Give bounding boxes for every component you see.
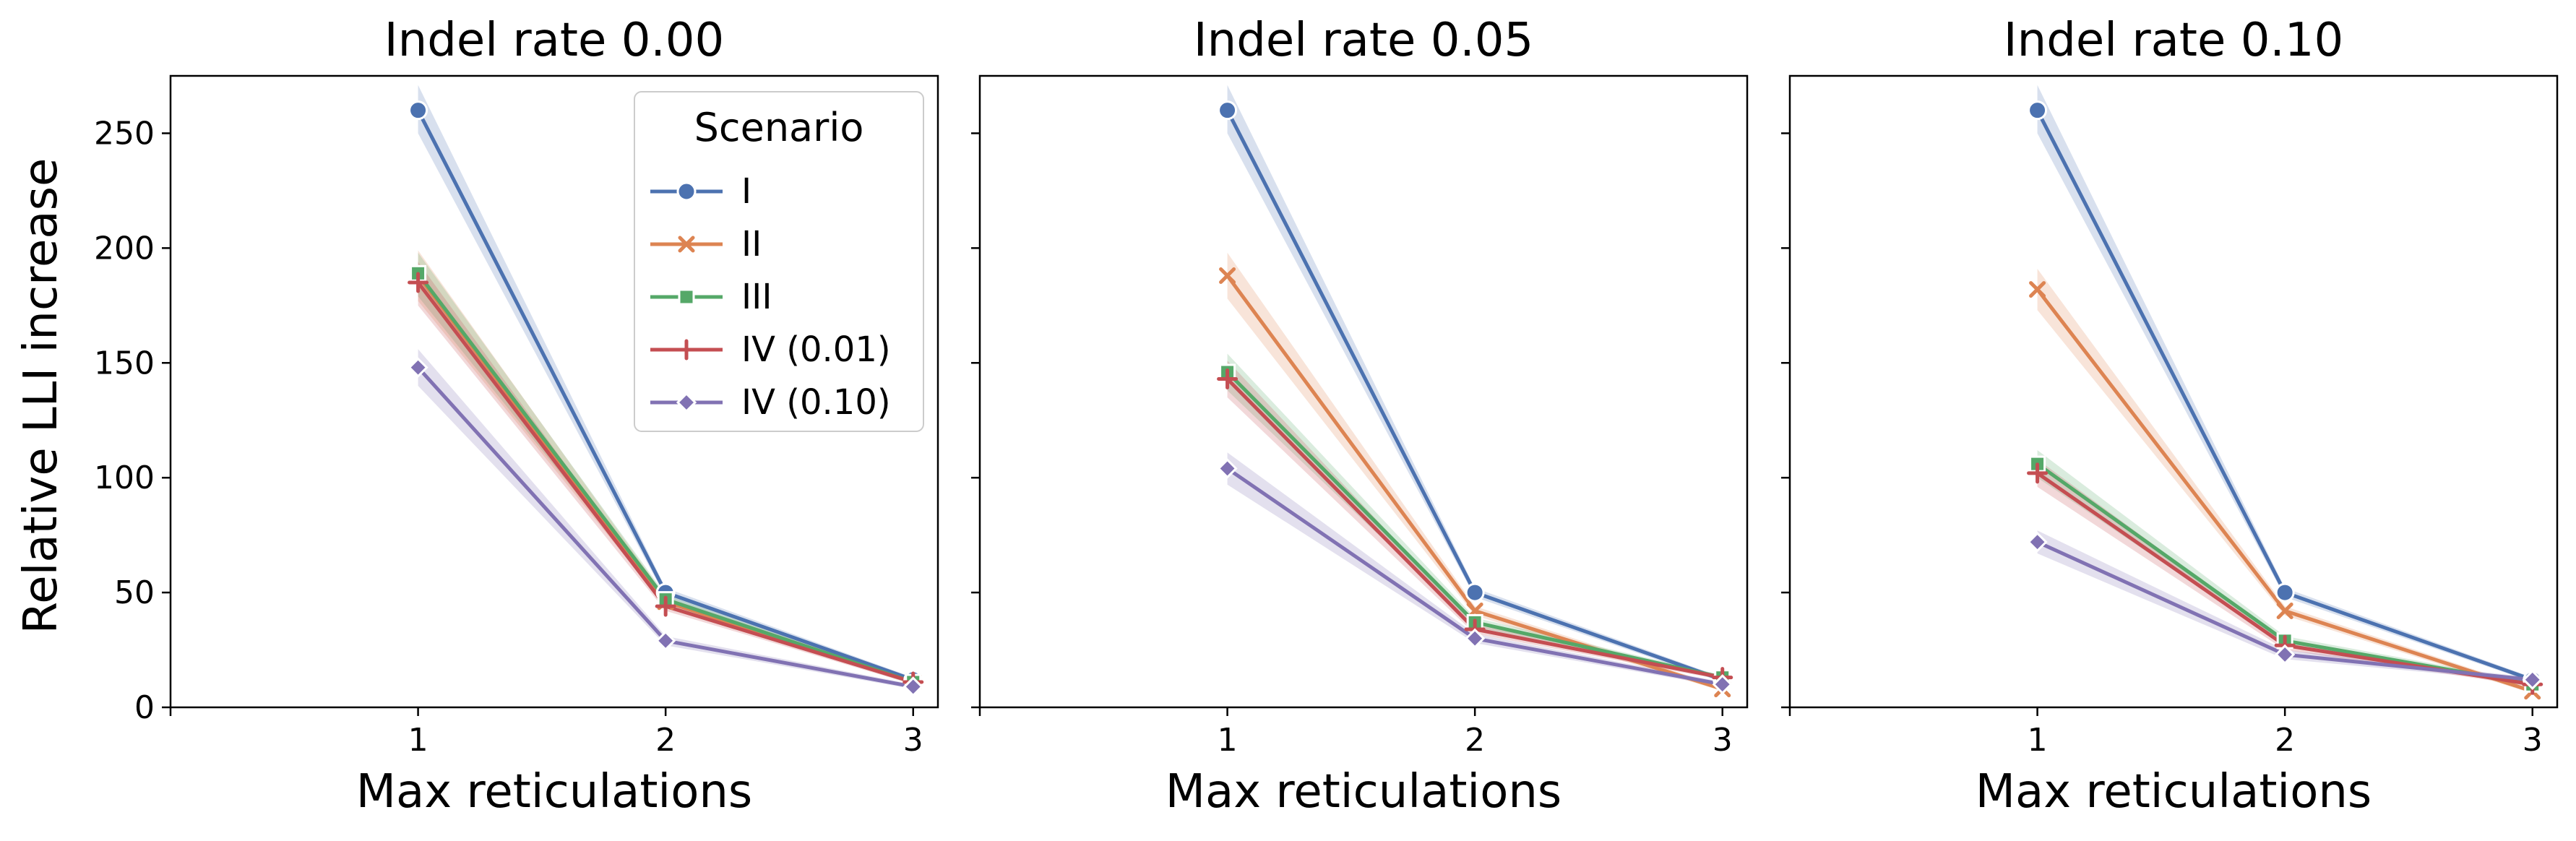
panel-1: Indel rate 0.00 1 2 3 0 50 100 150 200 250 Max ret… bbox=[94, 14, 939, 819]
point-iv-0-10-1 bbox=[408, 357, 428, 378]
x-axis-label: Max reticulations bbox=[1976, 765, 2372, 819]
x-tick-label: 1 bbox=[408, 722, 428, 759]
series-markers bbox=[408, 100, 924, 697]
point-iv-0-01-1 bbox=[1217, 368, 1239, 390]
point-i-1 bbox=[408, 100, 428, 121]
point-ii-1 bbox=[1219, 267, 1236, 285]
x-tick-label: 2 bbox=[1465, 722, 1485, 759]
point-i-1 bbox=[2028, 100, 2048, 121]
point-i-1 bbox=[1218, 100, 1238, 121]
x-tick-label: 1 bbox=[1218, 722, 1238, 759]
y-tick-label: 250 bbox=[94, 115, 155, 152]
panels-group: Indel rate 0.00 1 2 3 0 50 100 150 200 250 Max ret… bbox=[94, 14, 2559, 819]
point-iv-0-10-3 bbox=[2522, 669, 2543, 690]
legend-marker-iv-0-01 bbox=[676, 339, 697, 361]
axes-frame bbox=[978, 74, 1749, 709]
point-ii-2 bbox=[2276, 603, 2293, 620]
series-markers bbox=[1217, 100, 1733, 698]
point-iv-0-10-2 bbox=[655, 630, 676, 651]
y-axis-label: Relative LLI increase bbox=[14, 158, 68, 634]
point-iv-0-01-2 bbox=[655, 595, 676, 617]
legend-marker-ii bbox=[678, 236, 695, 253]
series-markers bbox=[2027, 100, 2543, 700]
point-ii-1 bbox=[2029, 281, 2046, 298]
x-tick-label: 3 bbox=[2523, 722, 2543, 759]
x-tick-label: 3 bbox=[1713, 722, 1733, 759]
x-axis-label: Max reticulations bbox=[1166, 765, 1562, 819]
point-iv-0-10-1 bbox=[1217, 458, 1238, 479]
point-iv-0-01-1 bbox=[408, 272, 429, 293]
legend-label-iii: III bbox=[741, 277, 772, 317]
band-ii bbox=[2037, 268, 2533, 694]
point-i-2 bbox=[1465, 582, 1485, 603]
x-tick-label: 1 bbox=[2028, 722, 2048, 759]
axes-frame bbox=[169, 74, 939, 709]
panel-3: Indel rate 0.10 1 2 3 Max reticulations bbox=[1781, 14, 2559, 819]
legend-title: Scenario bbox=[694, 105, 864, 150]
legend-marker-i bbox=[676, 181, 697, 202]
confidence-bands bbox=[2037, 85, 2533, 694]
line-ii bbox=[2036, 288, 2533, 694]
legend-marker-iv-0-10 bbox=[676, 392, 697, 413]
y-tick-label: 0 bbox=[134, 689, 155, 726]
legend-marker-iii bbox=[678, 288, 695, 306]
y-tick-label: 200 bbox=[94, 230, 155, 267]
point-iv-0-10-1 bbox=[2027, 532, 2048, 553]
legend-label-iv-0-01: IV (0.01) bbox=[741, 329, 891, 370]
y-tick-label: 50 bbox=[114, 574, 155, 611]
point-iv-0-01-1 bbox=[2027, 462, 2049, 484]
panel-title: Indel rate 0.05 bbox=[1194, 14, 1533, 67]
legend-box bbox=[634, 91, 924, 432]
panel-2: Indel rate 0.05 1 2 3 Max reticulations bbox=[971, 14, 1749, 819]
y-tick-label: 100 bbox=[94, 460, 155, 496]
point-iv-0-10-3 bbox=[903, 676, 923, 697]
x-tick-label: 2 bbox=[2275, 722, 2295, 759]
panel-title: Indel rate 0.10 bbox=[2004, 14, 2343, 67]
y-tick-label: 150 bbox=[94, 345, 155, 381]
panel-title: Indel rate 0.00 bbox=[384, 14, 724, 67]
x-tick-label: 3 bbox=[903, 722, 923, 759]
point-iv-0-10-2 bbox=[1465, 628, 1486, 649]
point-i-2 bbox=[2275, 582, 2295, 603]
x-tick-label: 2 bbox=[655, 722, 676, 759]
point-iv-0-10-2 bbox=[2275, 644, 2296, 665]
x-axis-label: Max reticulations bbox=[356, 765, 753, 819]
point-iv-0-10-3 bbox=[1712, 674, 1733, 695]
legend-label-ii: II bbox=[741, 224, 762, 264]
legend-label-i: I bbox=[741, 171, 751, 212]
axes-frame bbox=[1788, 74, 2559, 709]
legend-label-iv-0-10: IV (0.10) bbox=[741, 382, 891, 423]
